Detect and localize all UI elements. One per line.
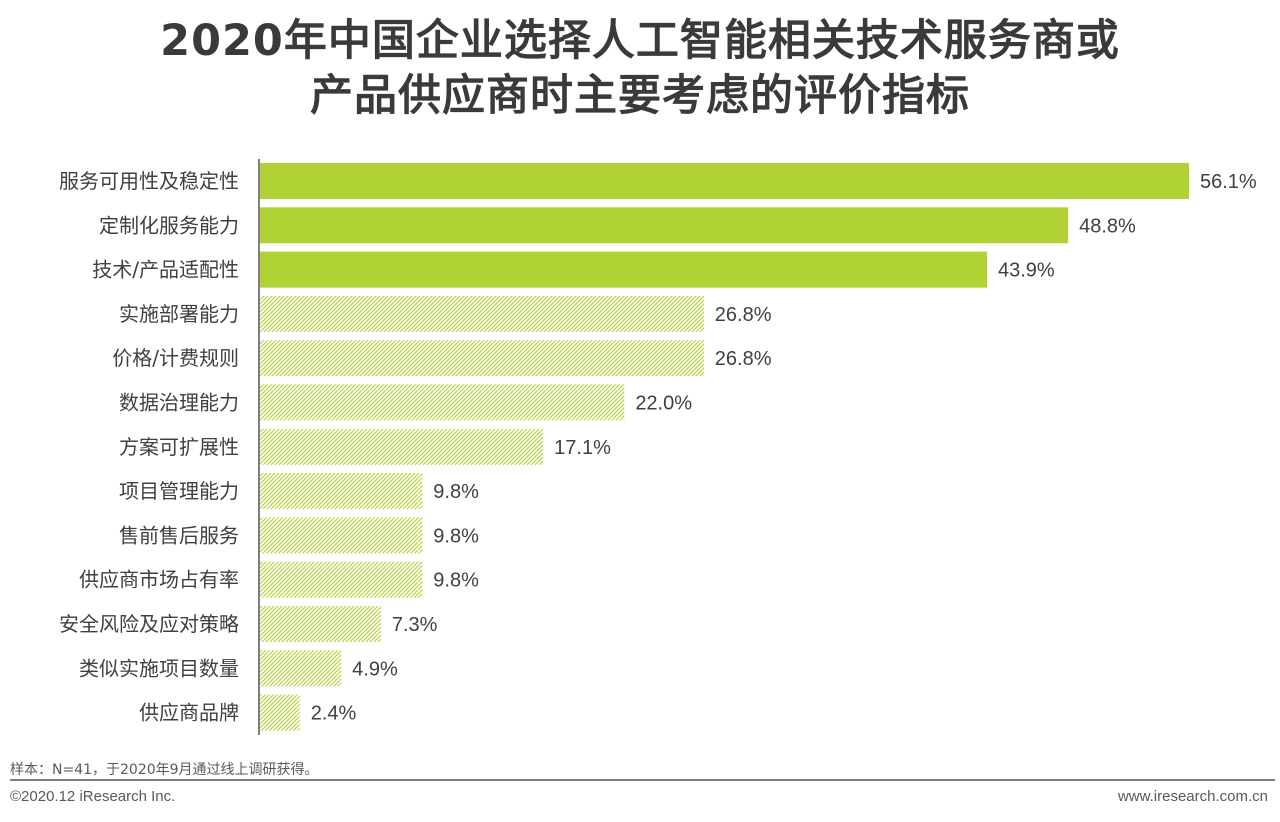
title-line-1: 2020年中国企业选择人工智能相关技术服务商或 [160, 16, 1120, 66]
category-label: 定制化服务能力 [99, 213, 239, 237]
category-label: 技术/产品适配性 [92, 258, 239, 282]
category-label: 售前售后服务 [119, 523, 239, 547]
bar [260, 384, 625, 421]
category-label: 供应商品牌 [139, 701, 239, 725]
value-label: 22.0% [635, 393, 692, 415]
footer-divider [10, 779, 1275, 781]
category-label: 服务可用性及稳定性 [59, 169, 239, 193]
bar [260, 517, 423, 554]
bar-chart: 服务可用性及稳定性 56.1% 定制化服务能力 48.8% 技术/产品适配性 43.9% 实… [59, 159, 1257, 735]
sample-note: 样本：N=41，于2020年9月通过线上调研获得。 [10, 762, 319, 778]
value-label: 9.8% [433, 481, 479, 503]
bar [260, 561, 423, 598]
website-link[interactable]: www.iresearch.com.cn [1117, 788, 1268, 805]
bar [260, 606, 381, 642]
copyright-text: ©2020.12 iResearch Inc. [10, 788, 176, 805]
category-label: 安全风险及应对策略 [59, 612, 239, 636]
value-label: 9.8% [433, 570, 479, 592]
value-label: 48.8% [1079, 215, 1136, 237]
category-label: 实施部署能力 [119, 302, 239, 326]
category-label: 方案可扩展性 [119, 435, 239, 459]
bar [260, 650, 342, 687]
bar [260, 473, 423, 510]
bar [260, 428, 544, 465]
value-label: 26.8% [715, 304, 772, 326]
value-label: 7.3% [392, 614, 438, 636]
value-label: 26.8% [715, 348, 772, 370]
category-label: 项目管理能力 [119, 479, 239, 503]
value-label: 17.1% [554, 437, 611, 459]
bar [260, 295, 704, 332]
value-label: 56.1% [1200, 171, 1257, 193]
bar [260, 163, 1189, 199]
category-label: 类似实施项目数量 [79, 656, 239, 680]
value-label: 9.8% [433, 525, 479, 547]
category-label: 数据治理能力 [119, 391, 239, 415]
bar [260, 340, 704, 377]
value-label: 4.9% [352, 658, 398, 680]
bar [260, 251, 987, 288]
bar [260, 694, 300, 731]
category-label: 价格/计费规则 [112, 346, 239, 370]
bar [260, 207, 1069, 244]
value-label: 43.9% [998, 260, 1055, 282]
category-label: 供应商市场占有率 [79, 568, 239, 592]
value-label: 2.4% [311, 703, 357, 725]
title-line-2: 产品供应商时主要考虑的评价指标 [310, 71, 970, 121]
chart-title: 2020年中国企业选择人工智能相关技术服务商或 产品供应商时主要考虑的评价指标 [0, 14, 1280, 124]
